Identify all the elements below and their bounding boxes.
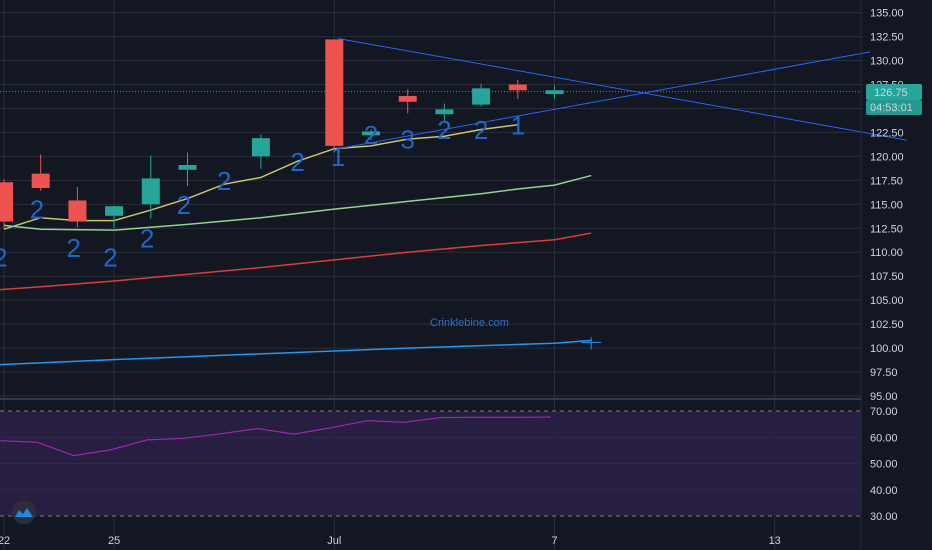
candle-body (31, 173, 50, 189)
y-tick-label: 135.00 (870, 8, 904, 20)
y-tick-label: 105.00 (870, 295, 904, 307)
moving-average-line (0, 232, 592, 291)
count-label: 2 (437, 115, 451, 145)
count-label: 3 (400, 125, 414, 155)
price-tag: 126.75 04:53:01 (866, 84, 922, 115)
candle-body (435, 109, 454, 115)
candle-body (325, 39, 344, 146)
count-label: 2 (474, 115, 488, 145)
candle-body (545, 90, 564, 95)
candle-body (398, 95, 417, 102)
count-label: 1 (511, 110, 525, 140)
y-tick-label: 112.50 (870, 223, 903, 235)
rsi-tick-label: 30.00 (870, 511, 898, 523)
count-label: 2 (66, 233, 80, 263)
count-label: 2 (0, 243, 8, 273)
moving-averages (0, 124, 592, 366)
y-tick-label: 95.00 (870, 391, 898, 403)
candle-body (68, 200, 87, 222)
candle-body (0, 182, 13, 222)
y-tick-label: 110.00 (870, 247, 903, 259)
x-tick-label: 25 (108, 535, 120, 547)
candle-body (141, 178, 160, 205)
count-label: 2 (140, 223, 154, 253)
y-tick-label: 122.50 (870, 127, 904, 139)
price-tag-box (866, 84, 922, 100)
cloud-logo-icon[interactable] (12, 500, 36, 524)
y-tick-label: 117.50 (870, 175, 903, 187)
candle-body (362, 131, 380, 136)
price-tag-value: 126.75 (874, 87, 908, 99)
rsi-line (0, 416, 551, 457)
candle-body (508, 84, 527, 91)
y-tick-label: 107.50 (870, 271, 904, 283)
x-tick-label: 7 (551, 535, 557, 547)
candle-body (472, 88, 491, 105)
watermark: Crinklebine.com (430, 317, 509, 329)
x-tick-label: 22 (0, 535, 10, 547)
moving-average-line (3, 124, 518, 230)
trendline[interactable] (337, 37, 907, 141)
count-label: 2 (217, 166, 231, 196)
y-tick-label: 115.00 (870, 199, 903, 211)
trendlines[interactable] (337, 37, 907, 350)
y-tick-label: 120.00 (870, 151, 904, 163)
candles (0, 39, 564, 229)
count-label: 2 (364, 120, 378, 150)
count-label: 2 (30, 195, 44, 225)
countdown-box (866, 100, 922, 115)
countdown-value: 04:53:01 (870, 102, 913, 114)
y-tick-label: 97.50 (870, 367, 898, 379)
y-tick-label: 100.00 (870, 343, 904, 355)
rsi-tick-label: 70.00 (870, 406, 898, 418)
candle-body (105, 206, 124, 216)
count-label: 1 (331, 142, 345, 172)
x-tick-label: Jul (327, 535, 341, 547)
candle-body (251, 138, 270, 157)
y-tick-label: 130.00 (870, 56, 904, 68)
rsi-tick-label: 60.00 (870, 432, 898, 444)
rsi-tick-label: 50.00 (870, 459, 898, 471)
y-tick-label: 132.50 (870, 32, 904, 44)
rsi-tick-label: 40.00 (870, 485, 898, 497)
count-label: 2 (177, 190, 191, 220)
trendline[interactable] (337, 51, 871, 150)
moving-average-line (3, 174, 592, 231)
y-tick-label: 102.50 (870, 319, 904, 331)
count-label: 2 (290, 147, 304, 177)
count-label: 2 (103, 243, 117, 273)
x-tick-label: 13 (769, 535, 781, 547)
candle-body (178, 165, 197, 170)
rsi-pane (0, 410, 861, 517)
moving-average-line (0, 339, 592, 366)
